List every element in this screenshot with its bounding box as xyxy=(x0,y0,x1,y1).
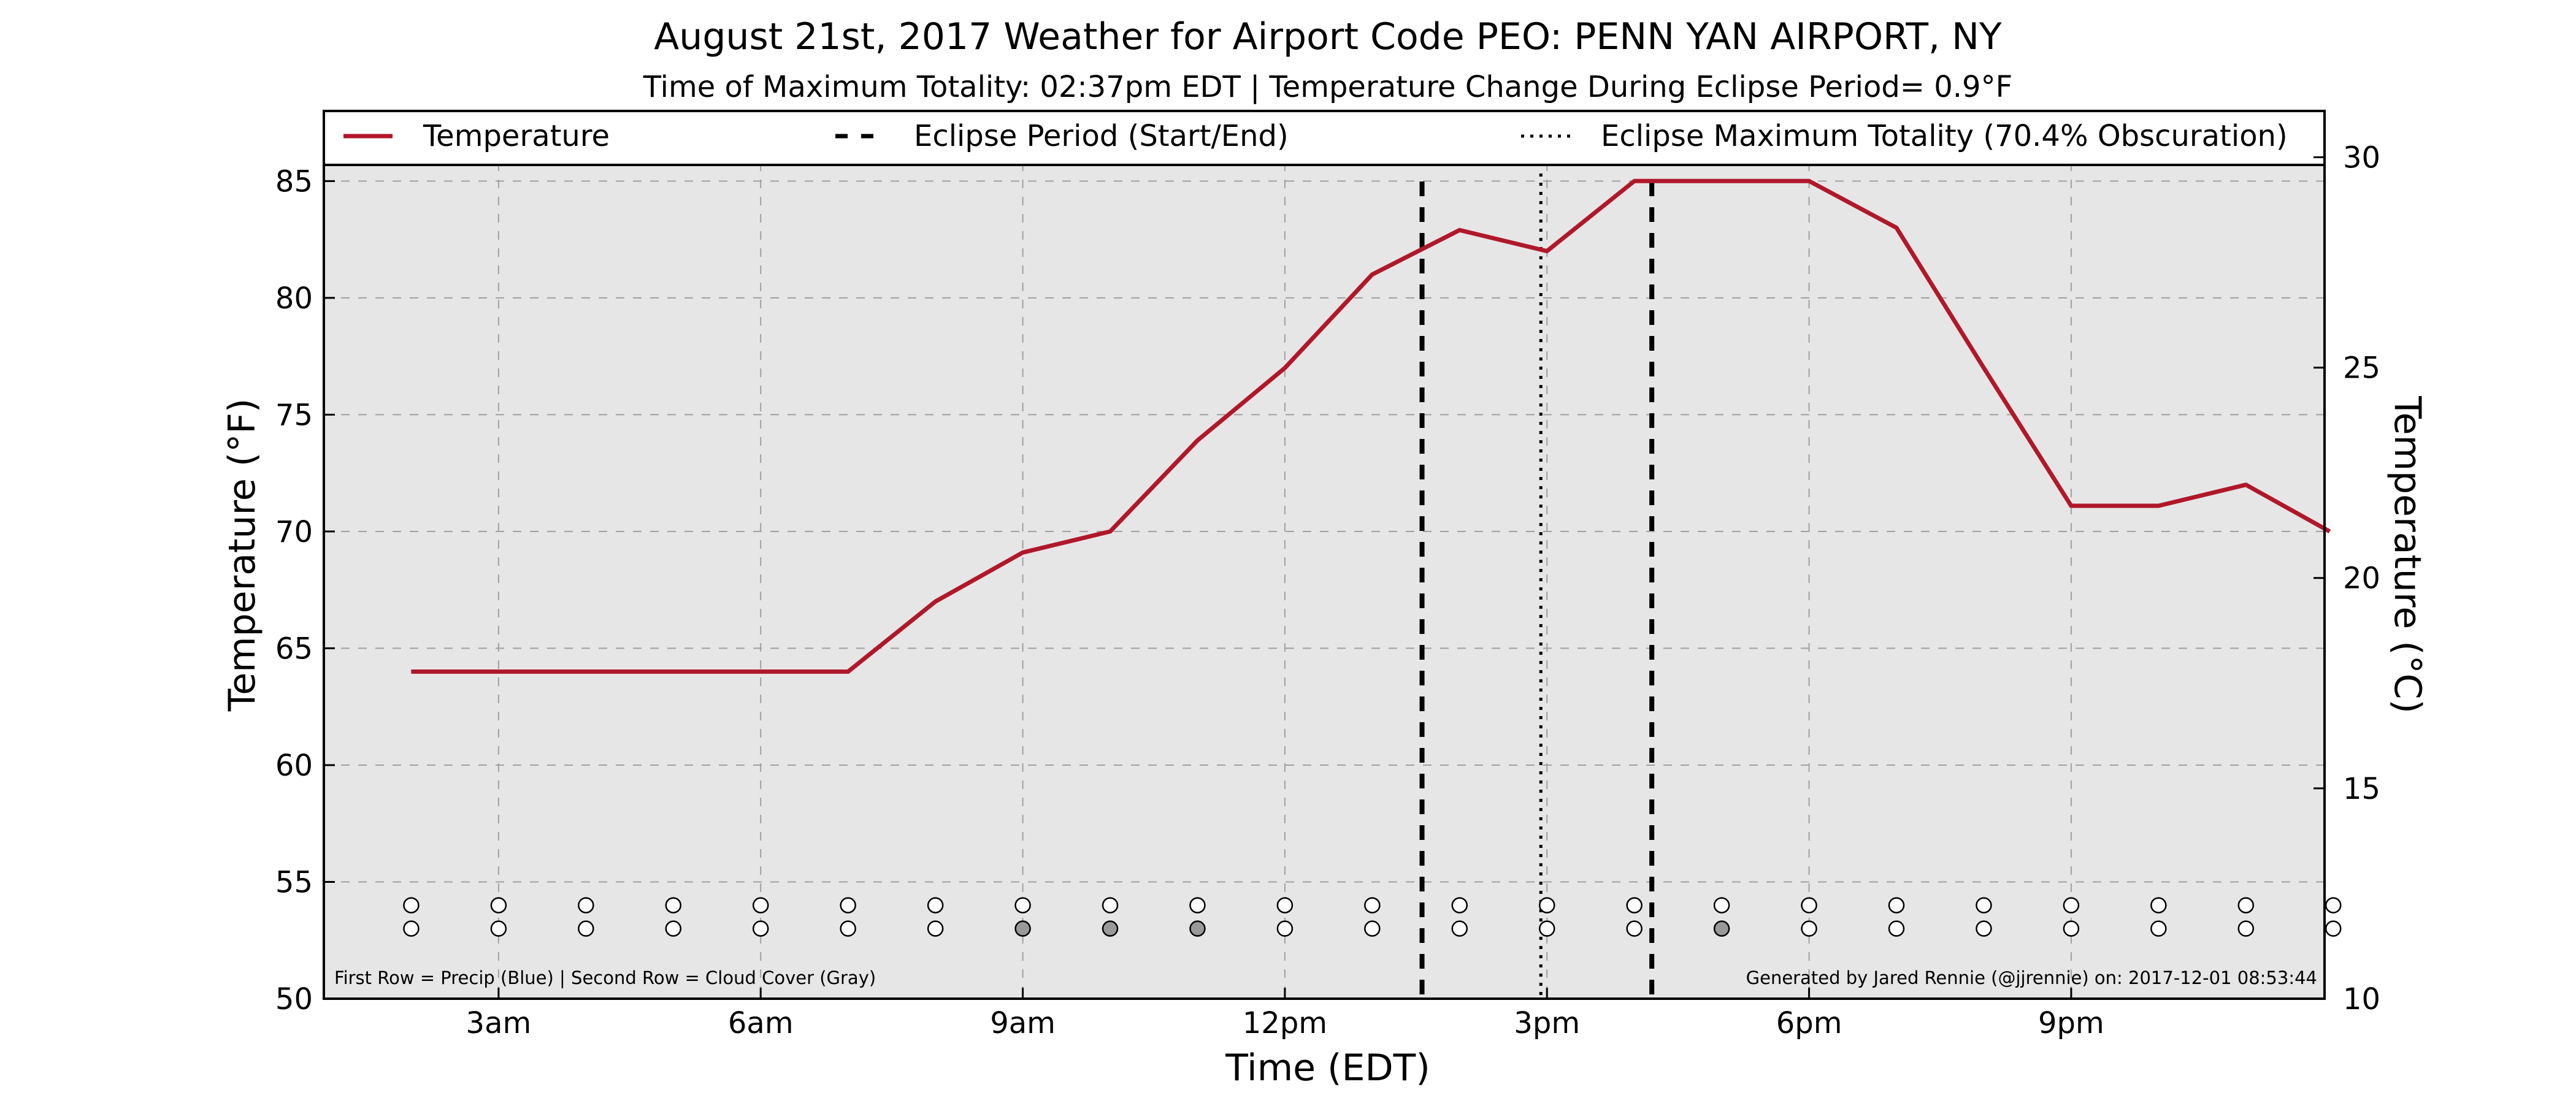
x-axis-ticks: 3am 6am 9am 12pm 3pm 6pm 9pm xyxy=(466,988,2104,1040)
cloud-cover-marker xyxy=(1713,920,1730,937)
temperature-line xyxy=(411,178,2331,674)
precip-marker xyxy=(840,897,856,913)
plot-frame xyxy=(323,110,2326,1000)
cloud-cover-marker xyxy=(1276,920,1294,937)
y-right-tick-label: 20 xyxy=(2343,562,2380,596)
x-tick-label: 6am xyxy=(728,1006,794,1040)
plot-background xyxy=(324,111,2325,999)
cloud-cover-marker xyxy=(927,920,944,937)
precip-marker xyxy=(1102,897,1119,913)
cloud-cover-marker xyxy=(1801,920,1817,937)
cloud-cover-marker xyxy=(1626,920,1643,937)
y-tick-label: 75 xyxy=(275,398,313,432)
y-tick-label: 80 xyxy=(275,281,313,316)
x-tick-label: 6pm xyxy=(1776,1006,1842,1040)
y-tick-label: 50 xyxy=(275,982,313,1016)
annotation-right: Generated by Jared Rennie (@jjrennie) on… xyxy=(1746,967,2317,988)
precip-marker xyxy=(1451,897,1468,913)
cloud-cover-marker xyxy=(1102,920,1119,937)
precip-marker xyxy=(2237,897,2255,913)
legend-eclipse-max-label: Eclipse Maximum Totality (70.4% Obscurat… xyxy=(1601,119,2288,153)
x-tick-label: 9am xyxy=(990,1006,1056,1040)
chart-title: August 21st, 2017 Weather for Airport Co… xyxy=(654,15,2002,58)
precip-marker xyxy=(1801,897,1817,913)
precip-marker xyxy=(403,897,420,913)
y-tick-label: 65 xyxy=(275,631,313,666)
cloud-cover-marker xyxy=(1451,920,1468,937)
y-tick-label: 60 xyxy=(275,749,313,783)
legend-eclipse-period-label: Eclipse Period (Start/End) xyxy=(914,119,1289,153)
cloud-cover-marker xyxy=(665,920,682,937)
cloud-cover-marker xyxy=(403,920,420,937)
precip-marker xyxy=(1364,897,1381,913)
cloud-cover-marker xyxy=(578,920,594,937)
chart-subtitle: Time of Maximum Totality: 02:37pm EDT | … xyxy=(643,70,2012,104)
cloud-cover-marker xyxy=(490,920,507,937)
precip-marker xyxy=(1626,897,1643,913)
y-axis-label: Temperature (°F) xyxy=(221,399,264,712)
cloud-cover-marker xyxy=(2325,920,2342,937)
cloud-cover-marker xyxy=(1014,920,1031,937)
cloud-cover-marker xyxy=(1364,920,1381,937)
cloud-cover-marker xyxy=(1976,920,1992,937)
precip-marker xyxy=(490,897,507,913)
y-tick-label: 55 xyxy=(275,865,313,899)
annotation-left: First Row = Precip (Blue) | Second Row =… xyxy=(334,967,876,988)
y-right-tick-label: 30 xyxy=(2343,140,2380,175)
series-layer xyxy=(411,178,2331,674)
cloud-cover-marker xyxy=(1538,920,1555,937)
precip-marker xyxy=(1014,897,1031,913)
y-axis-right-ticks: 10 15 20 25 30 xyxy=(2313,140,2380,1016)
cloud-cover-marker xyxy=(840,920,856,937)
cloud-cover-marker xyxy=(2063,920,2080,937)
precip-marker xyxy=(1888,897,1905,913)
precip-marker xyxy=(1713,897,1730,913)
precip-marker xyxy=(927,897,944,913)
x-tick-label: 3pm xyxy=(1514,1006,1580,1040)
eclipse-lines xyxy=(1419,174,1655,999)
cloud-cover-marker xyxy=(752,920,769,937)
precip-marker xyxy=(2063,897,2080,913)
cloud-cover-marker xyxy=(2237,920,2255,937)
y-tick-label: 85 xyxy=(275,164,313,199)
x-axis-label: Time (EDT) xyxy=(1225,1047,1430,1089)
y-axis-ticks: 50 55 60 65 70 75 80 85 xyxy=(275,164,335,1016)
precip-marker xyxy=(752,897,769,913)
grid-lines xyxy=(324,111,2325,999)
precip-marker xyxy=(2325,897,2342,913)
precip-marker xyxy=(1276,897,1294,913)
y-right-tick-label: 15 xyxy=(2343,772,2380,806)
x-tick-label: 9pm xyxy=(2038,1006,2104,1040)
precip-marker xyxy=(578,897,594,913)
cloud-cover-marker xyxy=(1888,920,1905,937)
y-right-tick-label: 25 xyxy=(2343,351,2380,386)
x-tick-label: 12pm xyxy=(1243,1006,1327,1040)
y-tick-label: 70 xyxy=(275,515,313,549)
y-axis-right-label: Temperature (°C) xyxy=(2386,395,2429,714)
precip-marker xyxy=(1189,897,1206,913)
legend-temperature-label: Temperature xyxy=(423,119,610,153)
precip-marker xyxy=(1976,897,1992,913)
y-right-tick-label: 10 xyxy=(2343,982,2380,1016)
precip-marker xyxy=(2150,897,2167,913)
cloud-cover-marker xyxy=(1189,920,1206,937)
x-tick-label: 3am xyxy=(466,1006,532,1040)
cloud-cover-marker xyxy=(2150,920,2167,937)
precip-marker xyxy=(665,897,682,913)
marker-rows xyxy=(403,897,2342,937)
legend: Temperature Eclipse Period (Start/End) E… xyxy=(323,110,2326,166)
precip-marker xyxy=(1538,897,1555,913)
